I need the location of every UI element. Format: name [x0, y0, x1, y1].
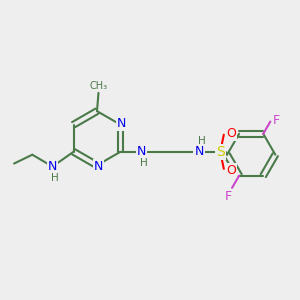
Text: H: H	[198, 136, 206, 146]
Text: S: S	[216, 145, 225, 159]
Text: O: O	[226, 164, 236, 177]
Text: N: N	[137, 145, 146, 158]
Text: N: N	[48, 160, 57, 173]
Text: N: N	[117, 117, 127, 130]
Text: H: H	[51, 173, 58, 183]
Text: F: F	[273, 114, 280, 127]
Text: O: O	[226, 127, 236, 140]
Text: CH₃: CH₃	[89, 80, 107, 91]
Text: H: H	[140, 158, 148, 168]
Text: F: F	[225, 190, 232, 202]
Text: N: N	[194, 145, 204, 158]
Text: N: N	[94, 160, 103, 173]
